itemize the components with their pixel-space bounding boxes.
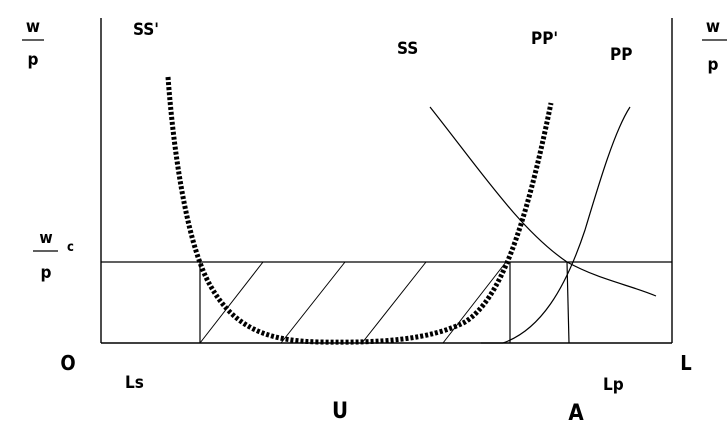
ss-pp-prime-dotted-curve: [165, 76, 554, 345]
wage-level-p: p: [41, 263, 52, 283]
wage-level-w: w: [39, 228, 52, 247]
pp-prime-label: PP': [531, 29, 558, 49]
l-axis-label: L: [680, 351, 691, 375]
wage-level-c: c: [67, 240, 74, 255]
ss-prime-label: SS': [133, 20, 159, 40]
lp-label: Lp: [603, 375, 624, 395]
pp-label: PP: [610, 45, 632, 65]
right-axis-w: w: [706, 17, 720, 37]
u-label: U: [332, 399, 348, 423]
hatch-line: [199, 261, 264, 344]
ls-label: Ls: [125, 373, 144, 393]
hatch-line: [442, 261, 507, 344]
origin-label: O: [60, 351, 75, 375]
left-axis-p: p: [28, 50, 39, 70]
unemployment-hatching: [199, 261, 507, 344]
pp-curve: [502, 106, 631, 344]
ss-label: SS: [397, 39, 418, 59]
right-axis-p: p: [708, 55, 719, 75]
left-axis-w: w: [26, 17, 40, 37]
hatch-line: [280, 261, 346, 344]
a-label: A: [568, 401, 584, 423]
hatch-line: [361, 261, 427, 344]
ss-curve: [429, 106, 657, 297]
